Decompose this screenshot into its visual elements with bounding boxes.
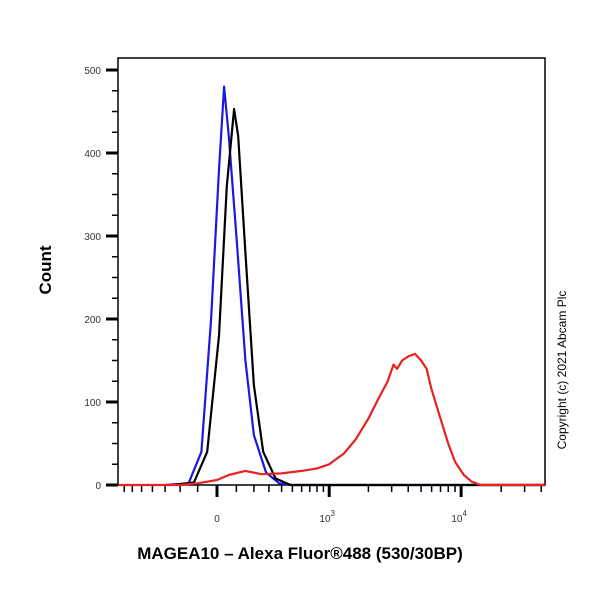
y-tick-label: 0: [95, 481, 101, 492]
x-tick-label: 104: [451, 509, 467, 525]
histogram-series-1: [165, 85, 545, 487]
y-axis-label: Count: [36, 245, 55, 295]
x-axis-label: MAGEA10 – Alexa Fluor®488 (530/30BP): [137, 544, 463, 563]
y-tick-label: 100: [84, 398, 101, 409]
x-tick-label: 103: [319, 509, 335, 525]
histogram-series-2: [172, 107, 545, 487]
y-tick-label: 400: [84, 149, 101, 160]
copyright-text: Copyright (c) 2021 Abcam Plc: [555, 290, 569, 450]
y-tick-label: 200: [84, 315, 101, 326]
x-tick-label: 0: [214, 514, 220, 525]
y-tick-label: 300: [84, 232, 101, 243]
y-tick-label: 500: [84, 66, 101, 77]
histogram-series-3: [118, 352, 545, 487]
plot-frame: [117, 57, 546, 486]
